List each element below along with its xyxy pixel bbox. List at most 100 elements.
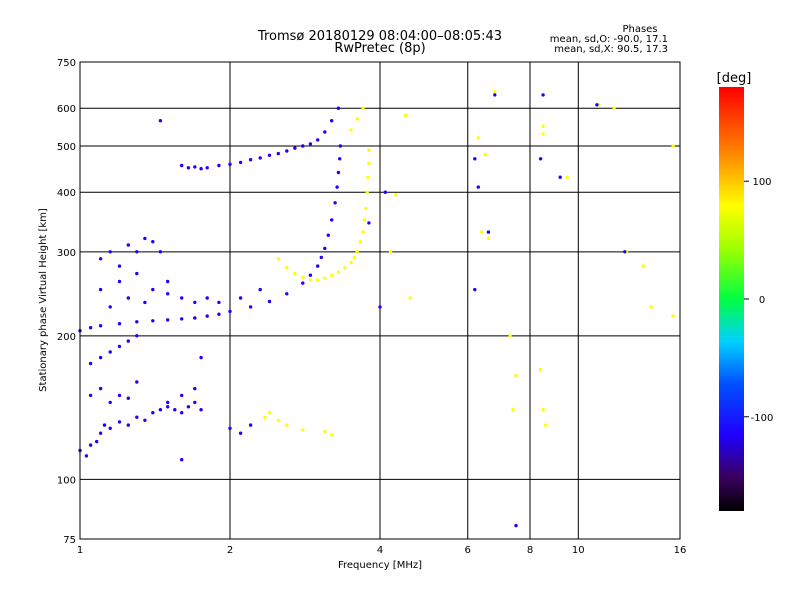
echo-point: [199, 355, 203, 360]
echo-point: [285, 292, 289, 296]
echo-point: [88, 326, 93, 330]
echo-point: [319, 255, 323, 260]
echo-point: [308, 273, 313, 277]
echo-point: [88, 361, 93, 366]
echo-point: [476, 136, 480, 140]
colorbar-label: [deg]: [717, 71, 752, 86]
echo-point: [293, 271, 297, 276]
echo-point: [267, 153, 272, 157]
echo-point: [558, 175, 562, 179]
colorbar-ticks: 100 0 -100: [744, 177, 773, 424]
echo-point: [166, 279, 170, 284]
echo-point: [217, 312, 221, 316]
echo-point: [612, 106, 616, 110]
y-tick-label: 750: [57, 58, 76, 69]
plot-frame: [79, 61, 681, 540]
echo-point: [541, 408, 545, 412]
y-tick-label: 600: [57, 104, 76, 115]
y-tick-label: 100: [57, 475, 76, 486]
echo-point: [126, 296, 130, 300]
echo-point: [158, 250, 163, 254]
echo-point: [180, 458, 184, 462]
echo-point: [362, 218, 366, 222]
echo-point: [508, 334, 512, 338]
x-tick-label: 8: [527, 545, 533, 556]
echo-point: [238, 160, 243, 165]
echo-point: [180, 296, 184, 300]
echo-point: [228, 162, 232, 166]
echo-point: [276, 257, 280, 261]
echo-point: [541, 132, 545, 136]
x-axis-label: Frequency [MHz]: [338, 560, 422, 571]
x-tick-label: 1: [77, 545, 83, 556]
echo-point: [355, 250, 359, 254]
echo-point: [217, 163, 221, 168]
echo-point: [143, 236, 147, 241]
x-tick-label: 16: [674, 545, 687, 556]
y-tick-label: 75: [63, 535, 76, 546]
echo-point: [355, 117, 359, 121]
echo-point: [511, 408, 515, 412]
echo-point: [486, 236, 491, 241]
echo-point: [285, 265, 289, 270]
echo-point: [186, 405, 191, 409]
plot-grid: [79, 61, 681, 540]
echo-point: [336, 170, 341, 175]
echo-point: [108, 305, 112, 309]
echo-point: [126, 423, 130, 427]
echo-point: [117, 393, 122, 398]
echo-point: [135, 250, 139, 254]
phases-stats-o: mean, sd,O: -90.0, 17.1: [550, 34, 668, 45]
echo-point: [293, 146, 297, 150]
echo-point: [378, 305, 382, 309]
echo-point: [323, 130, 327, 134]
echo-point: [316, 264, 320, 268]
echo-point: [117, 344, 122, 349]
echo-point: [205, 296, 209, 300]
echo-point: [323, 246, 327, 251]
echo-point: [228, 426, 232, 430]
echo-point: [166, 292, 170, 296]
echo-point: [193, 400, 197, 405]
echo-point: [316, 278, 320, 282]
echo-point: [205, 166, 209, 170]
chart-title: Tromsø 20180129 08:04:00–08:05:43: [257, 29, 502, 44]
y-axis-label: Stationary phase Virtual Height [km]: [38, 208, 49, 392]
chart-subtitle: RwPretec (8p): [334, 41, 425, 56]
echo-point: [330, 273, 334, 277]
echo-point: [483, 152, 487, 157]
echo-point: [538, 367, 543, 372]
x-tick-label: 10: [572, 545, 585, 556]
colorbar: [719, 87, 744, 511]
echo-point: [117, 322, 122, 326]
echo-point: [330, 218, 334, 222]
echo-point: [671, 314, 675, 318]
echo-point: [88, 443, 93, 447]
echo-point: [258, 287, 262, 292]
phases-stats-x: mean, sd,X: 90.5, 17.3: [554, 44, 668, 55]
echo-point: [308, 142, 313, 146]
echo-point: [388, 250, 393, 254]
echo-point: [367, 148, 371, 152]
echo-point: [166, 405, 170, 409]
echo-point: [301, 281, 305, 285]
echo-point: [326, 233, 330, 237]
echo-point: [336, 270, 341, 274]
echo-point: [217, 300, 221, 305]
echo-point: [366, 175, 370, 179]
echo-point: [403, 113, 408, 117]
echo-point: [117, 420, 122, 424]
echo-point: [143, 418, 147, 422]
echo-point: [514, 523, 518, 528]
echo-point: [205, 314, 209, 318]
echo-point: [486, 230, 491, 234]
echo-point: [323, 429, 327, 434]
echo-point: [126, 396, 130, 400]
colorbar-tick-label: 100: [752, 177, 771, 188]
echo-point: [335, 185, 339, 189]
echo-point: [166, 318, 170, 322]
echo-point: [151, 240, 155, 244]
echo-point: [544, 423, 548, 427]
echo-point: [641, 264, 645, 268]
